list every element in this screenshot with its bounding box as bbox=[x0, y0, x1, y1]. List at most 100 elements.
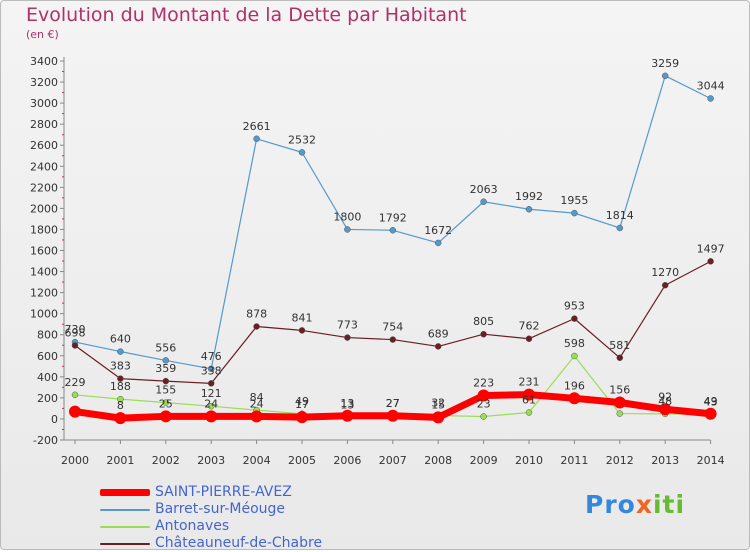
series-points bbox=[69, 72, 717, 425]
data-point bbox=[661, 281, 669, 289]
logo-part: Pro bbox=[585, 490, 636, 519]
data-point bbox=[616, 410, 624, 417]
data-point bbox=[71, 391, 79, 399]
data-label: 805 bbox=[473, 315, 494, 328]
data-point bbox=[389, 227, 397, 234]
data-label: 762 bbox=[519, 320, 540, 333]
data-label: 1792 bbox=[379, 211, 407, 224]
y-tick-label: 0 bbox=[51, 413, 58, 426]
data-point bbox=[69, 405, 81, 418]
data-point bbox=[616, 354, 624, 362]
data-label: 223 bbox=[473, 376, 494, 389]
data-point bbox=[434, 343, 442, 350]
axes: -200 0 200 400 600 800 1000 1200 1400 1600 1800 200… bbox=[30, 55, 725, 467]
x-tick-label: 2009 bbox=[470, 454, 498, 467]
legend-label: Châteauneuf-de-Chabre bbox=[155, 535, 323, 551]
data-label: 841 bbox=[292, 311, 313, 324]
data-label: 229 bbox=[65, 376, 86, 389]
x-tick-label: 2005 bbox=[288, 454, 316, 467]
x-tick-label: 2001 bbox=[106, 454, 134, 467]
chart-subtitle: (en €) bbox=[26, 28, 59, 41]
data-point bbox=[616, 224, 624, 232]
data-label: 1800 bbox=[333, 210, 361, 223]
data-label: 24 bbox=[250, 397, 264, 410]
proxiti-logo: Proxiti bbox=[585, 490, 685, 519]
y-tick-label: 200 bbox=[37, 392, 58, 405]
data-label: 32 bbox=[431, 397, 445, 410]
data-label: 1992 bbox=[515, 190, 543, 203]
data-label: 698 bbox=[65, 326, 86, 339]
data-label: 640 bbox=[110, 333, 131, 346]
data-label: 773 bbox=[337, 319, 358, 332]
data-label: 48 bbox=[658, 395, 672, 408]
data-point bbox=[207, 402, 215, 410]
data-label: 231 bbox=[519, 376, 540, 389]
data-label: 1814 bbox=[606, 209, 634, 222]
data-point bbox=[250, 410, 263, 423]
data-label: 92 bbox=[658, 390, 672, 403]
legend-swatch-chateauneuf bbox=[100, 543, 150, 545]
data-point bbox=[389, 336, 397, 343]
data-label: 730 bbox=[65, 323, 86, 336]
chart-title: Evolution du Montant de la Dette par Hab… bbox=[26, 4, 467, 26]
data-point bbox=[162, 377, 170, 385]
data-point bbox=[117, 348, 124, 355]
data-point bbox=[159, 410, 172, 423]
data-point bbox=[480, 413, 487, 420]
data-point bbox=[341, 409, 354, 422]
data-label: 689 bbox=[428, 327, 449, 340]
y-tick-label: 1600 bbox=[30, 245, 58, 258]
data-label: 3259 bbox=[651, 57, 679, 70]
data-label: 196 bbox=[564, 379, 585, 392]
data-label: 878 bbox=[246, 308, 267, 321]
data-point bbox=[525, 205, 533, 213]
x-tick-label: 2006 bbox=[333, 454, 361, 467]
data-label: 13 bbox=[340, 397, 354, 410]
y-tick-label: 2200 bbox=[30, 181, 58, 194]
y-tick-label: -200 bbox=[33, 434, 58, 447]
y-tick-label: 2600 bbox=[30, 139, 58, 152]
y-tick-label: 1400 bbox=[30, 266, 58, 279]
y-tick-label: 1200 bbox=[30, 287, 58, 300]
data-label: 61 bbox=[522, 394, 536, 407]
data-point bbox=[525, 409, 533, 416]
data-label: 8 bbox=[117, 399, 124, 412]
data-point bbox=[434, 239, 442, 247]
legend-swatch-antonaves bbox=[100, 526, 150, 528]
data-point bbox=[253, 323, 260, 330]
data-point bbox=[117, 395, 124, 403]
data-label: 23 bbox=[477, 398, 491, 411]
data-label: 156 bbox=[609, 384, 630, 397]
data-label: 2661 bbox=[243, 120, 271, 133]
data-point bbox=[207, 380, 215, 387]
data-label: 2532 bbox=[288, 133, 316, 146]
data-point bbox=[571, 315, 578, 322]
legend-label: SAINT-PIERRE-AVEZ bbox=[155, 484, 292, 500]
x-tick-label: 2007 bbox=[379, 454, 407, 467]
x-tick-label: 2008 bbox=[424, 454, 452, 467]
data-point bbox=[480, 330, 487, 338]
data-point bbox=[613, 396, 626, 409]
data-label: 155 bbox=[155, 384, 176, 397]
data-point bbox=[659, 403, 672, 416]
data-label: 2063 bbox=[470, 183, 498, 196]
y-tick-label: 1000 bbox=[30, 308, 58, 321]
data-point bbox=[477, 389, 490, 402]
data-point bbox=[707, 95, 714, 102]
data-point bbox=[523, 388, 535, 401]
data-label: 1672 bbox=[424, 224, 452, 237]
data-label: 43 bbox=[704, 395, 718, 408]
data-label: 27 bbox=[386, 397, 400, 410]
y-tick-label: 3400 bbox=[30, 55, 58, 68]
y-tick-label: 3000 bbox=[30, 97, 58, 110]
data-point bbox=[253, 135, 260, 143]
data-point bbox=[525, 335, 533, 342]
x-tick-label: 2014 bbox=[697, 454, 725, 467]
data-label: 476 bbox=[201, 350, 222, 363]
x-tick-label: 2003 bbox=[197, 454, 225, 467]
data-label: 49 bbox=[704, 395, 718, 408]
x-tick-label: 2000 bbox=[61, 454, 89, 467]
